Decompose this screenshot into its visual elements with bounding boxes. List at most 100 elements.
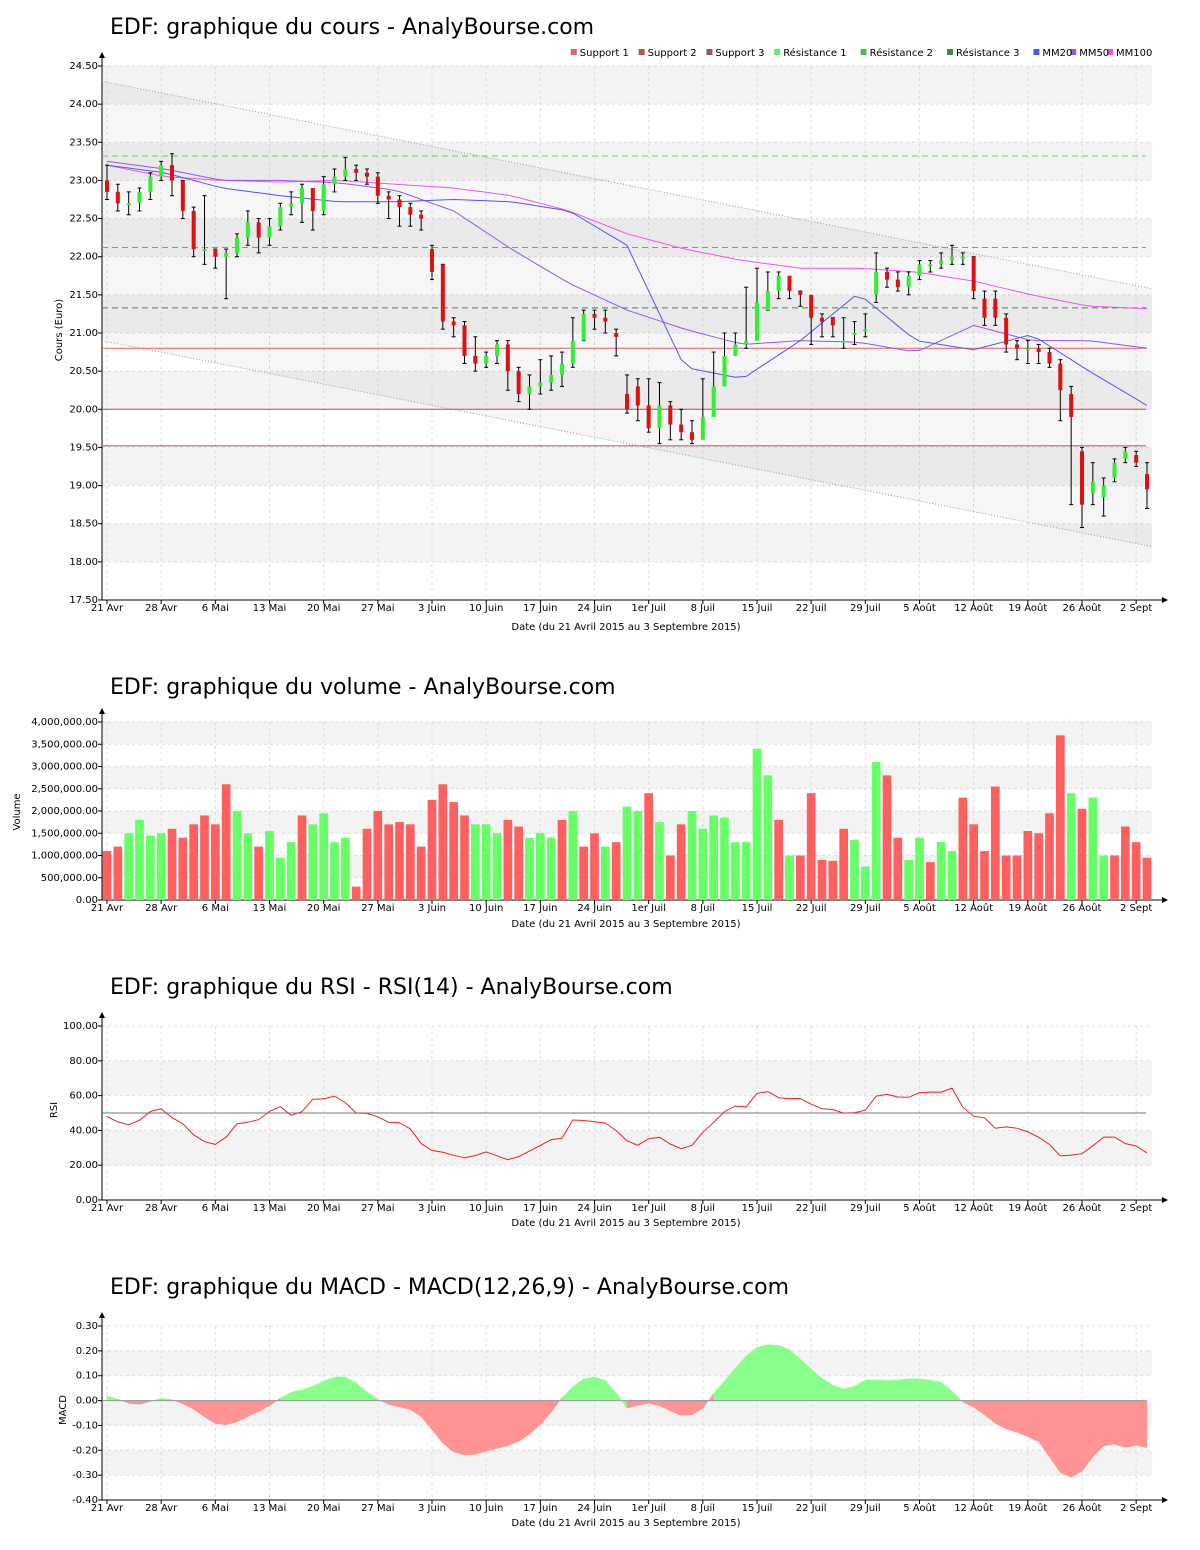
- candle: [657, 382, 662, 445]
- candle-body: [885, 271, 889, 280]
- volume-bar: [167, 828, 177, 900]
- volume-bar: [178, 837, 188, 900]
- rsi-x-tick-label: 26 Août: [1063, 1202, 1102, 1214]
- macd-area-segment: [312, 1380, 324, 1401]
- macd-y-tick-label: -0.20: [72, 1445, 98, 1456]
- volume-bar: [633, 811, 643, 900]
- candle-body: [310, 188, 315, 211]
- macd-area-segment: [507, 1400, 519, 1447]
- candle: [343, 157, 348, 181]
- candle: [1145, 462, 1149, 509]
- candle: [375, 172, 380, 204]
- macd-area-segment: [897, 1378, 909, 1401]
- rsi-band: [102, 1060, 1152, 1096]
- candle-body: [213, 249, 218, 257]
- legend-item: Support 2: [638, 48, 697, 59]
- candle: [332, 168, 337, 193]
- volume-bar: [590, 833, 599, 900]
- volume-bar: [622, 806, 632, 900]
- volume-bar: [481, 824, 491, 900]
- candle-body: [516, 371, 521, 395]
- volume-x-axis-arrow: [1162, 897, 1168, 903]
- volume-bar: [666, 855, 675, 900]
- candle-body: [397, 199, 402, 208]
- candle-body: [657, 405, 662, 429]
- rsi-plot-area: 0.00 20.00 40.00 60.00 80.00 100.00 21 Avr 28 A…: [63, 1012, 1168, 1214]
- volume-bar: [893, 837, 903, 900]
- candle-body: [917, 264, 922, 276]
- price-y-tick-label: 19.50: [69, 442, 98, 453]
- macd-area-segment: [301, 1385, 314, 1401]
- price-x-axis-arrow: [1162, 597, 1168, 603]
- candle: [906, 271, 911, 296]
- candle-body: [1080, 451, 1084, 505]
- candle: [300, 183, 304, 223]
- candle: [679, 408, 684, 441]
- macd-area-segment: [854, 1379, 866, 1401]
- candle-body: [755, 302, 759, 341]
- candle: [267, 218, 272, 246]
- mm50-line: [106, 160, 1148, 352]
- candle: [852, 321, 857, 345]
- candle-body: [765, 291, 770, 311]
- candle-body: [581, 313, 586, 341]
- volume-bar: [536, 833, 545, 900]
- volume-x-tick-label: 10 Juin: [469, 903, 503, 914]
- candle-body: [365, 172, 369, 177]
- candle-body: [570, 340, 575, 364]
- volume-bar: [828, 860, 838, 900]
- volume-bar: [406, 824, 415, 900]
- price-x-tick-label: 20 Mai: [307, 603, 340, 614]
- candle: [278, 202, 283, 231]
- macd-area-segment: [1060, 1400, 1072, 1478]
- volume-bar: [503, 819, 513, 900]
- candle: [473, 336, 478, 372]
- volume-bar: [362, 828, 372, 900]
- candle-body: [1134, 455, 1139, 463]
- macd-area-segment: [908, 1378, 920, 1401]
- volume-x-tick-label: 29 Juil: [850, 903, 881, 914]
- volume-bar: [449, 802, 458, 900]
- candle-body: [603, 317, 608, 322]
- volume-bar: [416, 846, 426, 900]
- macd-area-segment: [572, 1378, 584, 1401]
- candle-body: [971, 256, 976, 292]
- rsi-x-axis-label: Date (du 21 Avril 2015 au 3 Septembre 20…: [511, 1218, 740, 1229]
- macd-y-tick-label: -0.10: [72, 1420, 98, 1431]
- candle: [668, 401, 673, 441]
- volume-y-tick-label: 3,000,000.00: [31, 762, 98, 773]
- rsi-chart: EDF: graphique du RSI - RSI(14) - AnalyB…: [49, 975, 1168, 1229]
- rsi-x-tick-label: 2 Sept: [1120, 1203, 1152, 1214]
- volume-bar: [471, 824, 480, 900]
- candle: [408, 202, 413, 227]
- volume-bar: [243, 833, 253, 900]
- candle: [484, 351, 489, 368]
- candle-body: [668, 405, 673, 425]
- candle: [1004, 313, 1009, 353]
- price-x-tick-label: 5 Août: [903, 602, 936, 614]
- volume-bar: [308, 824, 318, 900]
- candle-body: [679, 424, 684, 433]
- candle: [440, 263, 445, 330]
- candle-body: [820, 317, 824, 322]
- volume-bar: [319, 813, 328, 900]
- price-plot-area: 17.50 18.00 18.50 19.00 19.50 20.00 20.50 21.00…: [69, 52, 1168, 614]
- legend-swatch: [1107, 49, 1113, 55]
- candle: [549, 355, 554, 391]
- candle-body: [180, 180, 185, 211]
- volume-bar: [785, 855, 794, 900]
- macd-area-segment: [442, 1400, 454, 1453]
- candle: [646, 378, 651, 433]
- volume-y-tick-label: 1,500,000.00: [31, 828, 98, 839]
- candle-body: [245, 222, 250, 238]
- macd-x-tick-label: 10 Juin: [469, 1503, 503, 1514]
- candle-body: [982, 298, 987, 318]
- volume-bar: [655, 822, 664, 900]
- volume-bar: [514, 826, 523, 900]
- volume-bar: [806, 793, 816, 900]
- candle-body: [451, 321, 456, 326]
- candle-body: [852, 333, 857, 335]
- volume-x-axis-label: Date (du 21 Avril 2015 au 3 Septembre 20…: [511, 919, 740, 930]
- volume-bar: [525, 837, 534, 900]
- price-y-tick-label: 18.50: [69, 519, 98, 530]
